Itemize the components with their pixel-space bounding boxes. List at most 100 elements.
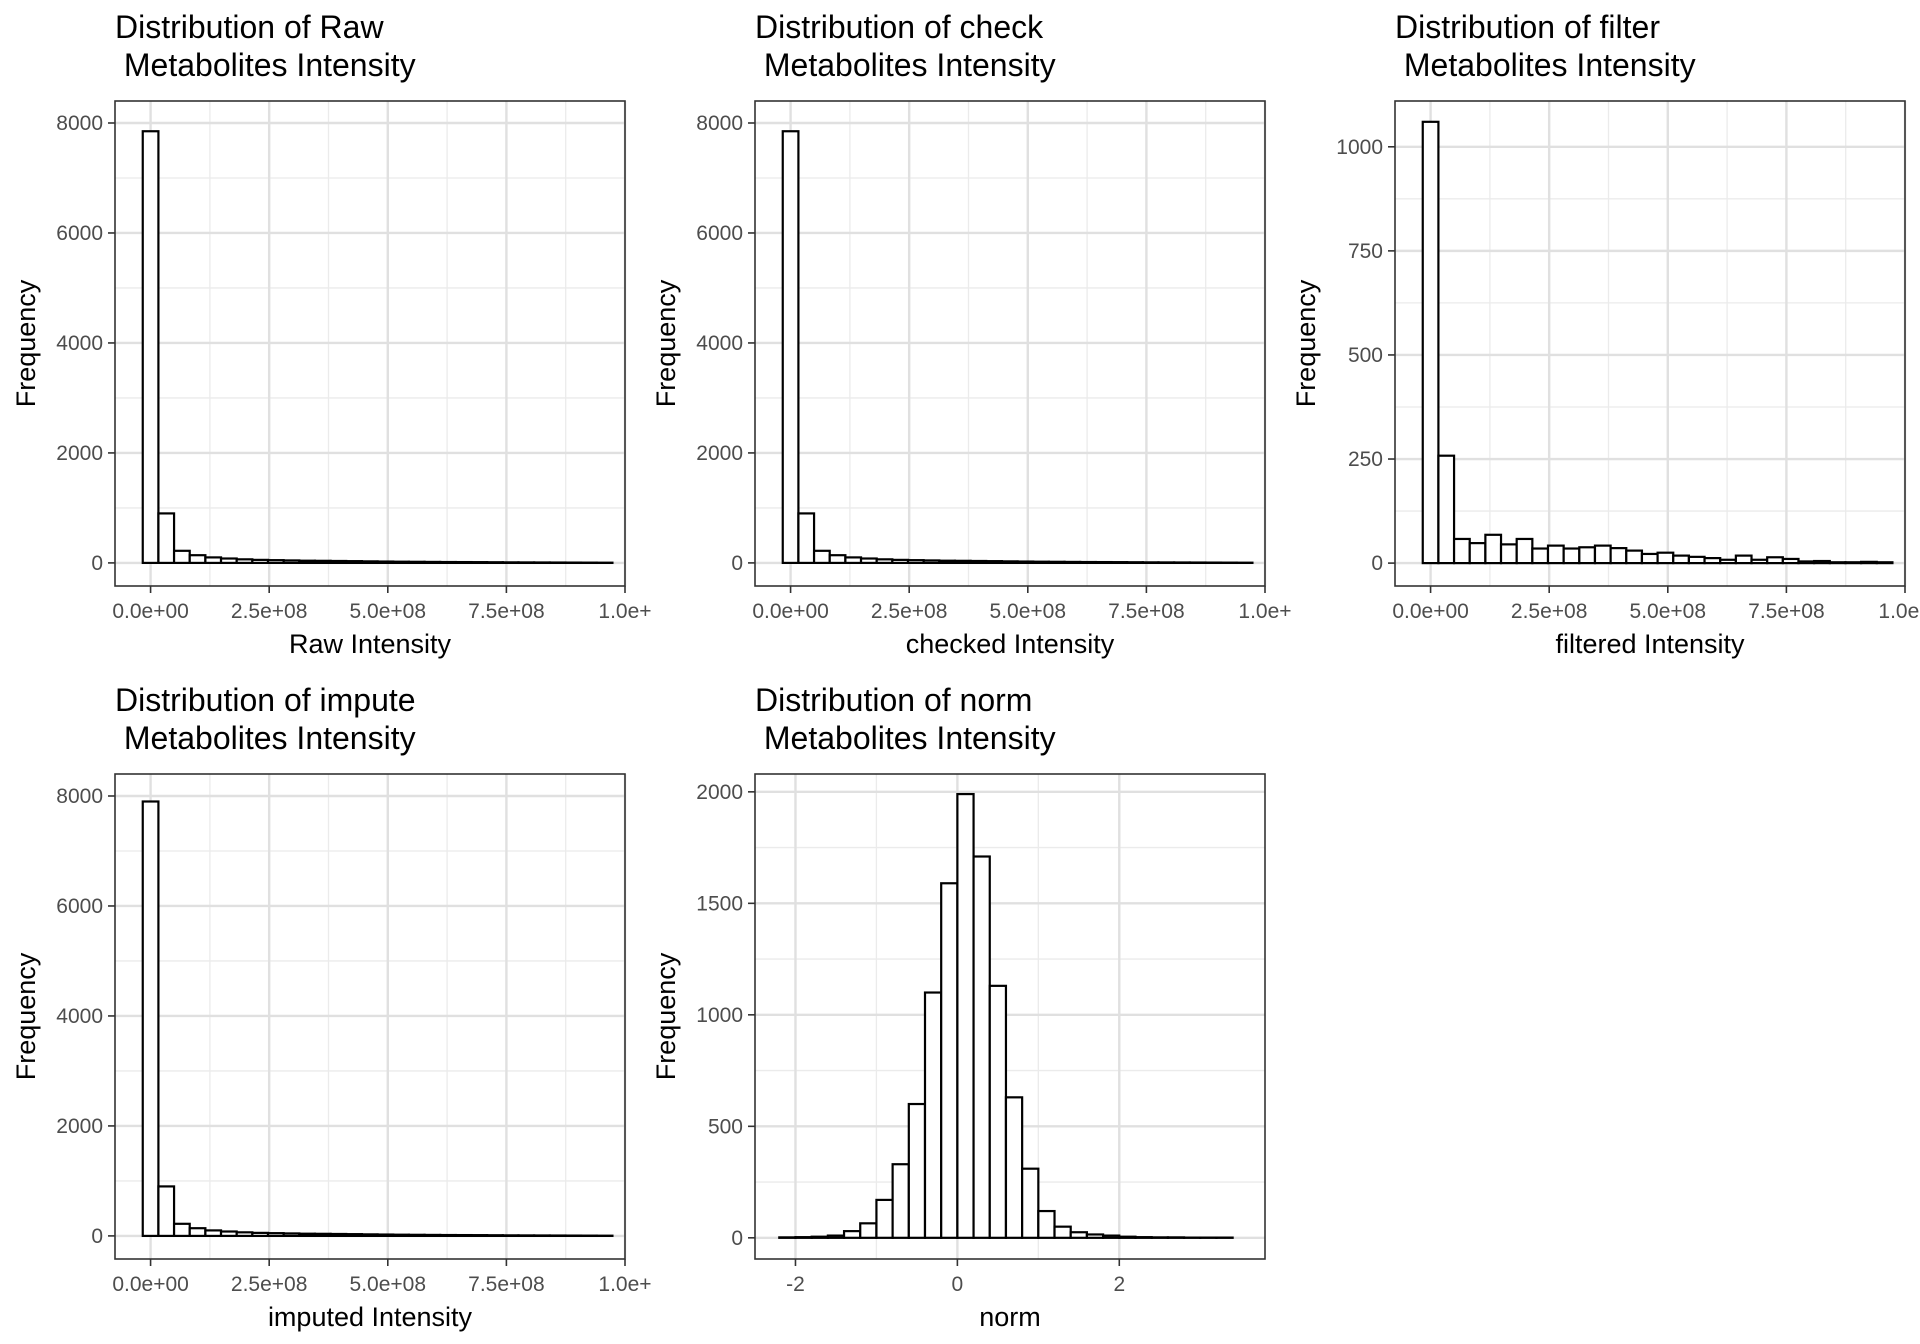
histogram-bar (1000, 560, 1019, 565)
histogram-bar (810, 1235, 829, 1239)
histogram-bar (1828, 561, 1847, 565)
histogram-bar (956, 792, 975, 1239)
chart-panel-5: 0 500 1000 1500 2000 -2 0 2 norm Frequency Distrib… (651, 682, 1266, 1332)
histogram-bar (282, 1232, 301, 1238)
histogram-bar (953, 559, 972, 565)
histogram-bar (907, 1102, 927, 1239)
x-axis-label: norm (979, 1302, 1041, 1332)
chart-title-line: Distribution of check (755, 9, 1044, 45)
histogram-bar (1515, 537, 1534, 565)
x-tick-label: 1.0e+ (1878, 600, 1920, 623)
y-tick-label: 2000 (696, 442, 743, 465)
chart-title-line: Metabolites Intensity (755, 47, 1056, 83)
histogram-bar (345, 1233, 364, 1238)
y-axis-label: Frequency (1291, 279, 1321, 407)
x-tick-label: 0.0e+00 (752, 600, 829, 623)
histogram-bar (188, 554, 207, 565)
x-tick-label: 2.5e+08 (231, 600, 308, 623)
histogram-bar (797, 512, 816, 565)
histogram-bar (172, 1222, 191, 1238)
chart-title: Distribution of Raw Metabolites Intensit… (115, 9, 416, 83)
histogram-bar (219, 1230, 238, 1238)
x-tick-label: 2.5e+08 (1511, 600, 1588, 623)
histogram-bar (1531, 547, 1550, 565)
histogram-bar (360, 1233, 379, 1238)
histogram-bar (407, 1233, 426, 1238)
x-tick-label: 1.0e+ (1238, 600, 1291, 623)
histogram-bar (1750, 558, 1769, 565)
histogram-bar (1063, 560, 1082, 565)
histogram-bar (1578, 546, 1597, 565)
histogram-bar (423, 1233, 442, 1238)
y-tick-label: 6000 (696, 222, 743, 245)
x-tick-label: 0.0e+00 (112, 1273, 189, 1296)
histogram-bar (1640, 552, 1659, 565)
histogram-bar (1101, 1234, 1121, 1239)
histogram-bar (1421, 120, 1440, 565)
chart-title-line: Distribution of filter (1395, 9, 1660, 45)
histogram-bar (875, 1198, 894, 1239)
histogram-bar (875, 558, 894, 565)
x-tick-label: 5.0e+08 (350, 600, 427, 623)
y-tick-label: 8000 (56, 785, 103, 808)
histogram-bar (266, 1232, 285, 1238)
histogram-bar (1766, 556, 1784, 565)
x-tick-label: 0 (952, 1273, 964, 1296)
histogram-bar (501, 1234, 520, 1238)
x-tick-label: 5.0e+08 (350, 1273, 427, 1296)
histogram-bar (1593, 544, 1612, 565)
histogram-bar (826, 1234, 846, 1239)
histogram-bar (923, 991, 943, 1239)
y-axis-label: Frequency (651, 279, 681, 407)
histogram-bar (439, 560, 457, 565)
x-tick-label: 7.5e+08 (468, 1273, 545, 1296)
histogram-bar (501, 561, 520, 565)
chart-title-line: Metabolites Intensity (115, 720, 416, 756)
y-tick-label: 1500 (696, 892, 743, 915)
histogram-bar (794, 1236, 813, 1239)
histogram-bar (1672, 554, 1691, 565)
histogram-bar (1094, 560, 1113, 565)
chart-title-line: Metabolites Intensity (755, 720, 1056, 756)
histogram-bar (1797, 560, 1816, 565)
histogram-bar (969, 559, 988, 565)
histogram-bar (157, 1185, 176, 1238)
histogram-bar (1141, 561, 1160, 565)
histogram-bar (940, 882, 959, 1239)
histogram-bar (157, 512, 176, 565)
histogram-bar (1546, 544, 1565, 565)
histogram-bar (1781, 557, 1800, 565)
x-tick-label: 2.5e+08 (871, 600, 948, 623)
histogram-bar (376, 1233, 395, 1238)
histogram-bar (439, 1233, 457, 1238)
histogram-bar (1719, 558, 1737, 565)
x-tick-label: 0.0e+00 (112, 600, 189, 623)
y-tick-label: 6000 (56, 222, 103, 245)
histogram-bar (859, 1222, 878, 1239)
histogram-bar (486, 1234, 504, 1238)
x-tick-label: 1.0e+ (598, 1273, 651, 1296)
y-tick-label: 6000 (56, 895, 103, 918)
histogram-bar (1118, 1235, 1137, 1239)
y-tick-label: 1000 (696, 1004, 743, 1027)
x-tick-label: 7.5e+08 (468, 600, 545, 623)
x-tick-label: 5.0e+08 (990, 600, 1067, 623)
panel-border (1394, 100, 1906, 587)
histogram-bar (188, 1227, 207, 1238)
chart-title: Distribution of impute Metabolites Inten… (115, 682, 416, 756)
histogram-bar (392, 1233, 411, 1238)
y-tick-label: 4000 (696, 332, 743, 355)
x-tick-label: 2 (1113, 1273, 1125, 1296)
chart-title: Distribution of filter Metabolites Inten… (1395, 9, 1696, 83)
y-tick-label: 500 (708, 1115, 743, 1138)
histogram-bar (141, 130, 160, 565)
histogram-bar (891, 1163, 910, 1239)
histogram-bar (812, 549, 831, 565)
x-tick-label: 7.5e+08 (1748, 600, 1825, 623)
histogram-bar (454, 560, 473, 565)
histogram-bar (1110, 561, 1129, 565)
y-tick-label: 2000 (696, 781, 743, 804)
y-tick-label: 0 (91, 1225, 103, 1248)
histogram-bar (842, 1230, 862, 1239)
histogram-bar (219, 557, 238, 565)
